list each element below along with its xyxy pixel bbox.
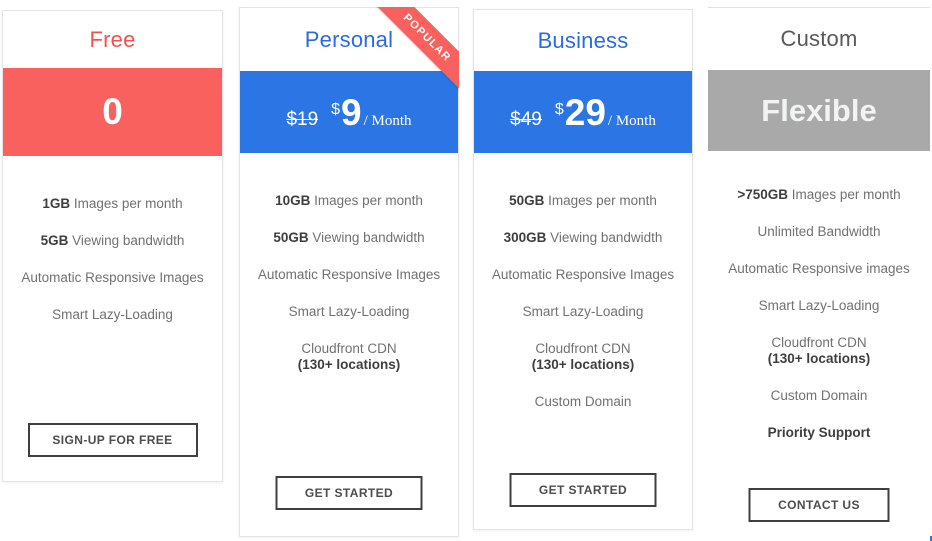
band-text: 0: [102, 91, 123, 132]
feature-item: Cloudfront CDN (130+ locations): [767, 335, 871, 366]
feature-item: Priority Support: [767, 425, 871, 440]
feature-item: 1GB Images per month: [42, 196, 183, 211]
feature-item: Smart Lazy-Loading: [52, 307, 173, 322]
price-amount: 9: [341, 91, 362, 133]
price-band: 0: [3, 68, 222, 156]
feature-item: Automatic Responsive Images: [491, 267, 675, 282]
feature-list: 10GB Images per month 50GB Viewing bandwi…: [240, 153, 458, 373]
feature-item: 50GB Images per month: [509, 193, 657, 208]
price-amount: 29: [564, 91, 606, 133]
band-text: Flexible: [761, 92, 877, 128]
plan-title: Personal: [304, 26, 394, 52]
feature-item: 300GB Viewing bandwidth: [503, 230, 663, 245]
feature-item: Cloudfront CDN (130+ locations): [531, 341, 635, 372]
billing-period: / Month: [607, 112, 656, 129]
feature-item: >750GB Images per month: [737, 187, 901, 202]
pricing-card-business: Business $49 $29/ Month 50GB Images per m…: [473, 9, 693, 530]
old-price: $49: [510, 108, 542, 130]
pricing-card-custom: Custom Flexible >750GB Images per month U…: [708, 7, 930, 541]
feature-list: 50GB Images per month 300GB Viewing bandw…: [474, 153, 692, 410]
feature-item: Cloudfront CDN (130+ locations): [297, 341, 401, 372]
plan-title: Business: [537, 27, 629, 53]
custom-cta-button[interactable]: CONTACT US: [748, 488, 890, 522]
old-price: $19: [286, 108, 319, 130]
pricing-card-personal: Personal $19 $9/ Month 10GB Images per mo…: [239, 7, 459, 537]
feature-item: Custom Domain: [770, 388, 868, 403]
feature-item: Smart Lazy-Loading: [758, 298, 880, 313]
feature-item: Automatic Responsive Images: [21, 270, 204, 285]
feature-item: Unlimited Bandwidth: [757, 224, 881, 239]
pricing-card-free: Free 0 1GB Images per month 5GB Viewing b…: [2, 10, 223, 482]
feature-item: Smart Lazy-Loading: [288, 304, 410, 319]
price-band: $49 $29/ Month: [474, 71, 692, 153]
feature-item: 5GB Viewing bandwidth: [40, 233, 185, 248]
price-row: $19 $9/ Month: [286, 94, 411, 131]
feature-item: 10GB Images per month: [275, 193, 423, 208]
price-row: $49 $29/ Month: [510, 94, 656, 131]
plan-title: Free: [89, 26, 136, 52]
billing-period: / Month: [363, 112, 412, 129]
feature-item: Smart Lazy-Loading: [522, 304, 644, 319]
feature-list: >750GB Images per month Unlimited Bandwid…: [708, 151, 930, 441]
plan-title: Custom: [780, 26, 858, 51]
price-band: Flexible: [708, 70, 930, 151]
business-cta-button[interactable]: GET STARTED: [509, 473, 657, 507]
personal-cta-button[interactable]: GET STARTED: [275, 476, 423, 510]
price-band: $19 $9/ Month: [240, 71, 458, 153]
feature-item: Automatic Responsive images: [728, 261, 910, 276]
currency-symbol: $: [554, 100, 564, 118]
feature-item: 50GB Viewing bandwidth: [273, 230, 425, 245]
currency-symbol: $: [331, 100, 341, 118]
feature-item: Automatic Responsive Images: [257, 267, 441, 282]
feature-list: 1GB Images per month 5GB Viewing bandwidt…: [3, 156, 222, 323]
free-cta-button[interactable]: SIGN-UP FOR FREE: [27, 423, 198, 457]
feature-item: Custom Domain: [534, 394, 632, 409]
